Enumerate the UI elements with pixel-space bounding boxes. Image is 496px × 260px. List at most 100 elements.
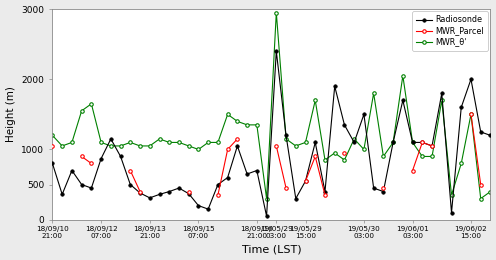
MWR_θ' xyxy=(341,158,347,161)
MWR_θ' xyxy=(312,99,318,102)
MWR_Parcel xyxy=(478,183,484,186)
Line: MWR_Parcel: MWR_Parcel xyxy=(51,113,483,197)
Radiosonde xyxy=(419,141,425,144)
Radiosonde xyxy=(59,193,65,196)
Radiosonde xyxy=(176,186,182,190)
Radiosonde xyxy=(283,134,289,137)
MWR_θ' xyxy=(468,113,474,116)
MWR_Parcel xyxy=(429,144,435,147)
MWR_θ' xyxy=(225,113,231,116)
Radiosonde xyxy=(371,186,376,190)
Radiosonde xyxy=(225,176,231,179)
Radiosonde xyxy=(410,141,416,144)
Radiosonde xyxy=(186,192,191,195)
MWR_Parcel xyxy=(312,155,318,158)
MWR_θ' xyxy=(410,141,416,144)
Radiosonde xyxy=(147,196,153,199)
Line: Radiosonde: Radiosonde xyxy=(51,49,492,218)
MWR_θ' xyxy=(59,144,65,147)
MWR_θ' xyxy=(157,137,163,140)
Radiosonde xyxy=(235,144,241,147)
Radiosonde xyxy=(88,186,94,190)
MWR_θ' xyxy=(254,123,260,126)
MWR_Parcel xyxy=(303,179,309,183)
MWR_Parcel xyxy=(341,151,347,154)
Radiosonde xyxy=(448,211,454,214)
Radiosonde xyxy=(254,169,260,172)
MWR_θ' xyxy=(419,155,425,158)
Radiosonde xyxy=(380,190,386,193)
MWR_θ' xyxy=(283,137,289,140)
Radiosonde xyxy=(429,144,435,147)
Radiosonde xyxy=(312,141,318,144)
MWR_θ' xyxy=(458,162,464,165)
Radiosonde xyxy=(332,85,338,88)
MWR_θ' xyxy=(127,141,133,144)
Radiosonde xyxy=(273,50,279,53)
MWR_θ' xyxy=(79,109,85,112)
Radiosonde xyxy=(157,193,163,196)
MWR_θ' xyxy=(429,155,435,158)
MWR_Parcel xyxy=(127,169,133,172)
MWR_θ' xyxy=(380,155,386,158)
MWR_θ' xyxy=(118,144,124,147)
MWR_θ' xyxy=(166,141,172,144)
Legend: Radiosonde, MWR_Parcel, MWR_θ': Radiosonde, MWR_Parcel, MWR_θ' xyxy=(412,11,488,50)
MWR_Parcel xyxy=(215,193,221,197)
Y-axis label: Height (m): Height (m) xyxy=(5,86,15,142)
MWR_Parcel xyxy=(468,113,474,116)
MWR_θ' xyxy=(205,141,211,144)
Radiosonde xyxy=(303,179,309,183)
Line: MWR_θ': MWR_θ' xyxy=(51,11,492,200)
MWR_θ' xyxy=(332,151,338,154)
Radiosonde xyxy=(137,191,143,194)
MWR_Parcel xyxy=(419,141,425,144)
MWR_θ' xyxy=(244,123,250,126)
MWR_θ' xyxy=(488,190,494,193)
MWR_θ' xyxy=(400,74,406,77)
Radiosonde xyxy=(400,99,406,102)
MWR_θ' xyxy=(478,197,484,200)
Radiosonde xyxy=(361,113,367,116)
MWR_Parcel xyxy=(322,193,328,197)
MWR_θ' xyxy=(303,141,309,144)
MWR_Parcel xyxy=(79,155,85,158)
MWR_θ' xyxy=(390,141,396,144)
MWR_θ' xyxy=(186,144,191,147)
MWR_θ' xyxy=(88,102,94,105)
MWR_θ' xyxy=(322,158,328,161)
MWR_θ' xyxy=(293,144,299,147)
MWR_Parcel xyxy=(88,162,94,165)
MWR_θ' xyxy=(147,144,153,147)
Radiosonde xyxy=(478,130,484,133)
MWR_θ' xyxy=(215,141,221,144)
MWR_Parcel xyxy=(225,148,231,151)
Radiosonde xyxy=(341,123,347,126)
Radiosonde xyxy=(195,204,201,207)
MWR_Parcel xyxy=(50,144,56,147)
Radiosonde xyxy=(488,134,494,137)
MWR_Parcel xyxy=(410,169,416,172)
Radiosonde xyxy=(244,172,250,176)
Radiosonde xyxy=(205,207,211,211)
MWR_θ' xyxy=(371,92,376,95)
Radiosonde xyxy=(293,197,299,200)
Radiosonde xyxy=(69,169,75,172)
MWR_θ' xyxy=(439,99,445,102)
Radiosonde xyxy=(468,78,474,81)
MWR_Parcel xyxy=(137,190,143,193)
MWR_Parcel xyxy=(283,186,289,190)
MWR_θ' xyxy=(137,144,143,147)
MWR_θ' xyxy=(98,141,104,144)
MWR_θ' xyxy=(195,148,201,151)
MWR_θ' xyxy=(273,11,279,14)
MWR_θ' xyxy=(235,120,241,123)
MWR_θ' xyxy=(361,148,367,151)
MWR_Parcel xyxy=(273,144,279,147)
MWR_Parcel xyxy=(235,137,241,140)
Radiosonde xyxy=(118,155,124,158)
Radiosonde xyxy=(98,157,104,160)
MWR_θ' xyxy=(69,141,75,144)
Radiosonde xyxy=(215,183,221,186)
Radiosonde xyxy=(439,92,445,95)
